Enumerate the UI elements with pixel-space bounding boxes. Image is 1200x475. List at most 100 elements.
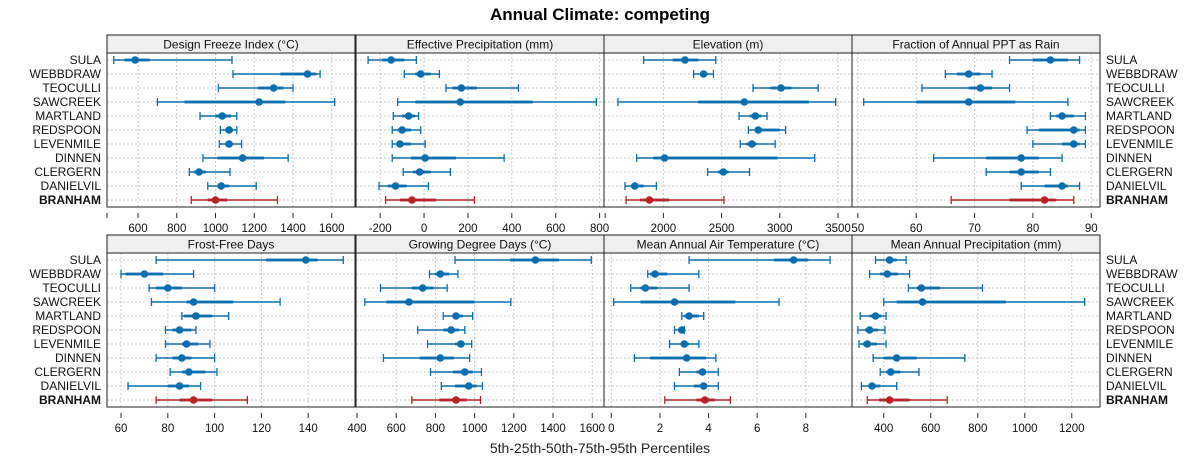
data-row-redspoon bbox=[417, 326, 466, 334]
median-point bbox=[682, 354, 691, 362]
row-label: TEOCULLI bbox=[42, 81, 101, 95]
data-row-clergern bbox=[706, 168, 751, 176]
row-label: CLERGERN bbox=[34, 165, 101, 179]
data-row-branham bbox=[411, 396, 482, 404]
data-row-levenmile bbox=[426, 340, 473, 348]
median-point bbox=[681, 56, 689, 64]
row-label: REDSPOON bbox=[32, 123, 101, 137]
tick-label: 0 bbox=[608, 423, 614, 435]
panel-title: Fraction of Annual PPT as Rain bbox=[892, 38, 1059, 52]
panel-7: Mean Annual Air Temperature (°C) 0 2 4 6 8 bbox=[603, 234, 853, 435]
median-point bbox=[885, 396, 894, 404]
data-row-dinnen bbox=[391, 154, 505, 162]
median-point bbox=[302, 256, 310, 264]
data-row-sula bbox=[454, 256, 592, 264]
data-row-martland bbox=[392, 112, 420, 120]
data-row-levenmile bbox=[164, 340, 211, 348]
data-row-danielvil bbox=[127, 382, 202, 390]
data-row-levenmile bbox=[668, 340, 700, 348]
tick-label: 1000 bbox=[1012, 423, 1038, 435]
tick-label: 60 bbox=[115, 423, 128, 435]
tick-label: 400 bbox=[874, 423, 893, 435]
median-point bbox=[217, 182, 226, 190]
median-point bbox=[883, 270, 892, 278]
data-row-danielvil bbox=[673, 382, 719, 390]
tick-label: 1400 bbox=[280, 223, 306, 235]
data-row-clergern bbox=[879, 368, 920, 376]
row-label: LEVENMILE bbox=[34, 337, 101, 351]
median-point bbox=[641, 284, 650, 292]
tick-label: 1400 bbox=[540, 423, 566, 435]
median-point bbox=[131, 56, 139, 64]
row-label: DINNEN bbox=[1106, 151, 1152, 165]
data-row-branham bbox=[155, 396, 249, 404]
tick-label: 800 bbox=[167, 223, 186, 235]
data-row-sawcreek bbox=[613, 298, 780, 306]
median-point bbox=[192, 312, 200, 320]
data-row-teoculli bbox=[630, 284, 690, 292]
data-row-branham bbox=[190, 196, 279, 204]
median-point bbox=[225, 140, 233, 148]
median-point bbox=[175, 326, 184, 334]
tick-label: 100 bbox=[205, 423, 224, 435]
panel-4: Fraction of Annual PPT as Rain 50 60 70 80 90… bbox=[851, 34, 1178, 235]
panel-1: Design Freeze Index (°C) 600 800 1000 1200 14… bbox=[29, 34, 356, 235]
data-row-dinnen bbox=[872, 354, 966, 362]
data-row-clergern bbox=[402, 168, 452, 176]
median-point bbox=[1058, 182, 1066, 190]
data-row-redspoon bbox=[747, 126, 787, 134]
panel-title: Mean Annual Precipitation (mm) bbox=[891, 238, 1062, 252]
median-point bbox=[886, 368, 895, 376]
tick-label: 4 bbox=[705, 423, 712, 435]
row-label: WEBBDRAW bbox=[1106, 267, 1178, 281]
tick-label: 400 bbox=[347, 423, 366, 435]
data-row-martland bbox=[1049, 112, 1087, 120]
median-point bbox=[748, 140, 756, 148]
row-label: SULA bbox=[1106, 53, 1137, 67]
median-point bbox=[670, 298, 679, 306]
median-point bbox=[719, 168, 728, 176]
row-label: DANIELVIL bbox=[41, 179, 102, 193]
data-row-redspoon bbox=[1026, 126, 1087, 134]
median-point bbox=[452, 396, 460, 404]
row-label: SULA bbox=[1106, 253, 1137, 267]
data-row-martland bbox=[199, 112, 238, 120]
panel-title: Design Freeze Index (°C) bbox=[163, 38, 299, 52]
median-point bbox=[218, 112, 227, 120]
tick-label: 3500 bbox=[825, 223, 851, 235]
data-row-danielvil bbox=[378, 182, 430, 190]
median-point bbox=[269, 84, 278, 92]
median-point bbox=[436, 270, 445, 278]
data-row-danielvil bbox=[860, 382, 898, 390]
tick-label: 600 bbox=[128, 223, 147, 235]
data-row-sawcreek bbox=[617, 98, 837, 106]
median-point bbox=[303, 70, 312, 78]
median-point bbox=[699, 70, 708, 78]
tick-label: 800 bbox=[590, 223, 609, 235]
median-point bbox=[863, 340, 872, 348]
data-row-levenmile bbox=[391, 140, 426, 148]
row-label: SAWCREEK bbox=[1106, 295, 1174, 309]
row-label: TEOCULLI bbox=[1106, 81, 1165, 95]
median-point bbox=[1069, 140, 1078, 148]
row-label: BRANHAM bbox=[1106, 393, 1168, 407]
data-row-teoculli bbox=[445, 84, 520, 92]
median-point bbox=[868, 382, 876, 390]
row-label: LEVENMILE bbox=[34, 137, 101, 151]
data-row-teoculli bbox=[217, 84, 294, 92]
data-row-sula bbox=[113, 56, 233, 64]
tick-label: 120 bbox=[252, 423, 271, 435]
data-row-danielvil bbox=[624, 182, 658, 190]
row-label: REDSPOON bbox=[1106, 323, 1175, 337]
median-point bbox=[225, 126, 233, 134]
row-label: CLERGERN bbox=[1106, 365, 1173, 379]
tick-label: 90 bbox=[1085, 223, 1098, 235]
tick-label: 60 bbox=[910, 223, 923, 235]
row-label: WEBBDRAW bbox=[29, 267, 101, 281]
data-row-sula bbox=[874, 256, 907, 264]
row-label: TEOCULLI bbox=[42, 281, 101, 295]
median-point bbox=[396, 140, 404, 148]
tick-label: 3000 bbox=[767, 223, 793, 235]
x-axis-label: 5th-25th-50th-75th-95th Percentiles bbox=[489, 440, 711, 456]
